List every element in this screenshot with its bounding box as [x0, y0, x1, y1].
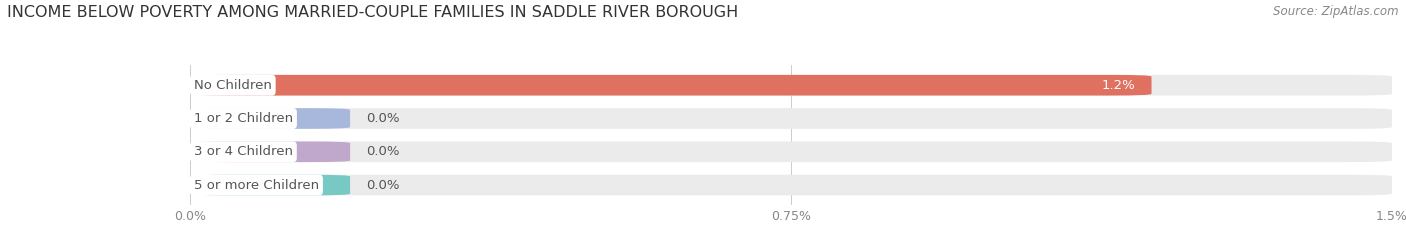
Text: Source: ZipAtlas.com: Source: ZipAtlas.com	[1274, 5, 1399, 18]
Text: 1.2%: 1.2%	[1102, 79, 1136, 92]
FancyBboxPatch shape	[190, 108, 1392, 129]
Text: No Children: No Children	[194, 79, 271, 92]
Text: INCOME BELOW POVERTY AMONG MARRIED-COUPLE FAMILIES IN SADDLE RIVER BOROUGH: INCOME BELOW POVERTY AMONG MARRIED-COUPL…	[7, 5, 738, 20]
FancyBboxPatch shape	[190, 175, 1392, 195]
FancyBboxPatch shape	[190, 108, 350, 129]
Text: 1 or 2 Children: 1 or 2 Children	[194, 112, 292, 125]
FancyBboxPatch shape	[190, 75, 1152, 96]
FancyBboxPatch shape	[190, 175, 350, 195]
Text: 0.0%: 0.0%	[366, 178, 399, 192]
Text: 3 or 4 Children: 3 or 4 Children	[194, 145, 292, 158]
FancyBboxPatch shape	[190, 141, 1392, 162]
FancyBboxPatch shape	[190, 141, 350, 162]
Text: 0.0%: 0.0%	[366, 145, 399, 158]
Text: 0.0%: 0.0%	[366, 112, 399, 125]
Text: 5 or more Children: 5 or more Children	[194, 178, 319, 192]
FancyBboxPatch shape	[190, 75, 1392, 96]
